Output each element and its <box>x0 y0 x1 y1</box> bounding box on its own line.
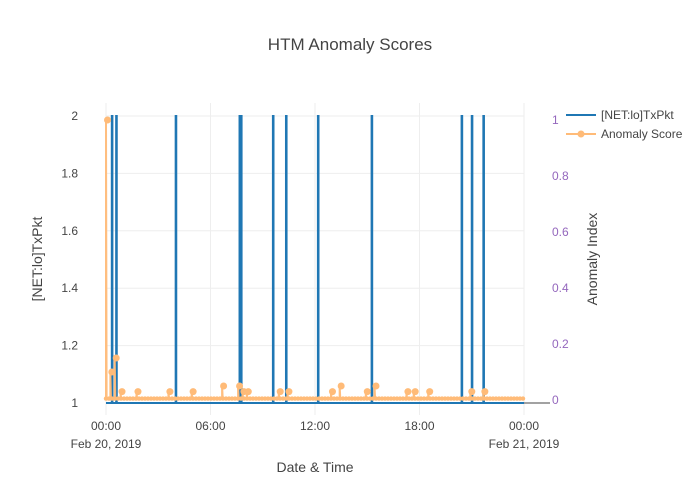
anomaly-score-point <box>328 388 336 396</box>
y-axis-left-title: [NET:lo]TxPkt <box>29 216 45 301</box>
anomaly-score-point <box>363 388 371 396</box>
anomaly-baseline-marker <box>520 396 526 401</box>
legend-label-txpkt: [NET:lo]TxPkt <box>601 108 674 122</box>
anomaly-score-point <box>189 388 197 396</box>
chart-title: HTM Anomaly Scores <box>268 35 432 54</box>
series-anomaly-score <box>103 116 526 401</box>
legend-label-anomaly-score: Anomaly Score <box>601 127 683 141</box>
series-txpkt <box>106 115 524 404</box>
x-tick-date-label: Feb 20, 2019 <box>71 437 142 451</box>
y2-tick-label: 1 <box>552 113 559 127</box>
x-tick-label: 12:00 <box>300 419 330 433</box>
anomaly-score-point <box>372 382 380 390</box>
x-tick-date-label: Feb 21, 2019 <box>489 437 560 451</box>
anomaly-score-point <box>468 388 476 396</box>
series-line-txpkt <box>106 115 524 404</box>
y-tick-label: 1 <box>71 396 78 410</box>
legend-item-anomaly-score[interactable]: Anomaly Score <box>566 127 683 141</box>
anomaly-score-point <box>481 388 489 396</box>
y2-tick-label: 0.2 <box>552 337 569 351</box>
anomaly-score-point <box>404 388 412 396</box>
legend-item-txpkt[interactable]: [NET:lo]TxPkt <box>566 108 674 122</box>
y-tick-label: 1.6 <box>61 224 78 238</box>
anomaly-score-point <box>236 382 244 390</box>
legend[interactable]: [NET:lo]TxPkt Anomaly Score <box>566 108 683 141</box>
anomaly-score-point <box>411 388 419 396</box>
y-axis-right: 0 0.2 0.4 0.6 0.8 1 <box>552 113 569 407</box>
x-tick-label: 06:00 <box>195 419 225 433</box>
x-tick-label: 00:00 <box>509 419 539 433</box>
x-tick-label: 18:00 <box>404 419 434 433</box>
y2-tick-label: 0 <box>552 393 559 407</box>
anomaly-score-point <box>118 388 126 396</box>
anomaly-score-point <box>112 354 120 362</box>
anomaly-score-point <box>108 368 116 376</box>
y-tick-label: 1.8 <box>61 166 78 180</box>
y2-tick-label: 0.6 <box>552 225 569 239</box>
y2-tick-label: 0.4 <box>552 281 569 295</box>
anomaly-score-point <box>426 388 434 396</box>
y-axis-right-title: Anomaly Index <box>584 213 600 306</box>
y2-tick-label: 0.8 <box>552 169 569 183</box>
anomaly-score-point <box>285 388 293 396</box>
y-tick-label: 1.4 <box>61 281 78 295</box>
x-axis: 00:00 Feb 20, 2019 06:00 12:00 18:00 00:00 Feb… <box>71 419 560 451</box>
anomaly-score-point <box>244 388 252 396</box>
x-axis-title: Date & Time <box>276 459 353 475</box>
y-tick-label: 1.2 <box>61 339 78 353</box>
anomaly-score-point <box>166 388 174 396</box>
anomaly-score-point <box>276 388 284 396</box>
y-tick-label: 2 <box>71 109 78 123</box>
legend-marker-anomaly-score <box>577 130 585 138</box>
anomaly-score-point <box>220 382 228 390</box>
anomaly-score-point <box>134 388 142 396</box>
x-tick-label: 00:00 <box>91 419 121 433</box>
anomaly-score-point <box>337 382 345 390</box>
anomaly-score-point <box>104 116 111 124</box>
y-axis-left: 1 1.2 1.4 1.6 1.8 2 <box>61 109 78 410</box>
